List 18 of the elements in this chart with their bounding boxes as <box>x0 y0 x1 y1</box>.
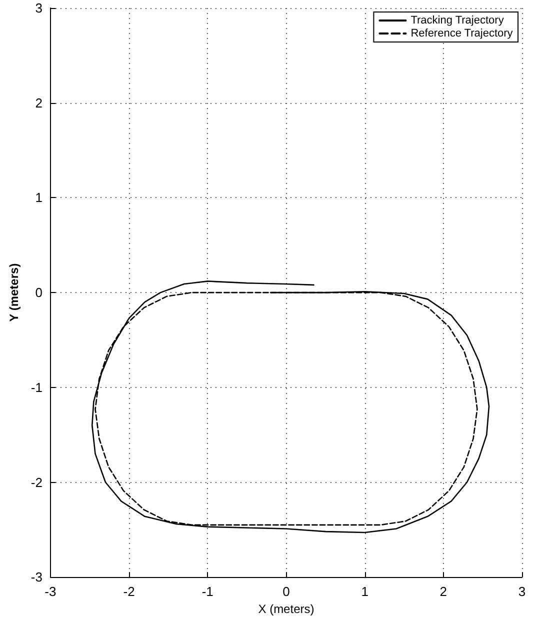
legend-label: Reference Trajectory <box>410 28 514 40</box>
y-tick-label: 1 <box>35 190 42 206</box>
x-tick-label: 2 <box>440 584 448 600</box>
y-tick-label: -3 <box>30 570 42 585</box>
y-tick-label: 0 <box>35 285 42 300</box>
x-tick-label: -2 <box>123 584 135 600</box>
x-tick-label: 0 <box>282 584 290 600</box>
y-tick-label: -1 <box>30 380 42 395</box>
x-tick-label: -1 <box>202 584 214 600</box>
x-tick-label: -3 <box>44 584 56 600</box>
y-tick-label: 2 <box>35 95 42 110</box>
legend-label: Tracking Trajectory <box>410 14 504 26</box>
y-axis-title: Y (meters) <box>7 263 21 322</box>
x-axis-title: X (meters) <box>258 602 314 616</box>
x-tick-label: 3 <box>518 584 526 600</box>
y-tick-label: 3 <box>35 0 42 16</box>
y-tick-label: -2 <box>30 474 42 490</box>
x-tick-label: 1 <box>361 584 368 600</box>
